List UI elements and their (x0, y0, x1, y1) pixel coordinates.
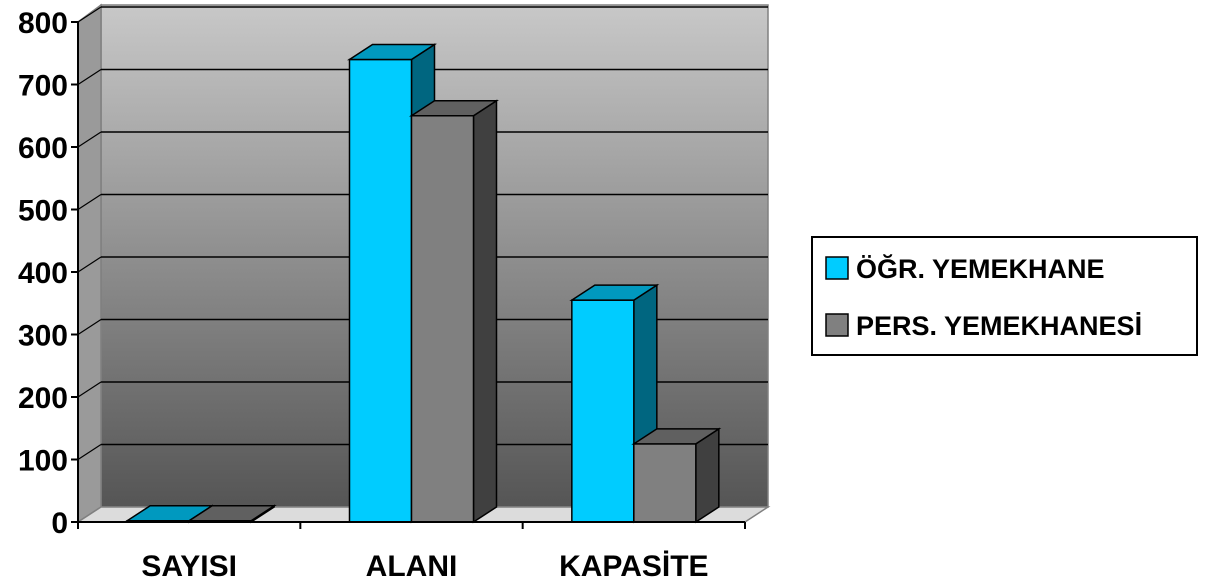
bar-front (571, 299, 635, 523)
legend: ÖĞR. YEMEKHANE PERS. YEMEKHANESİ (811, 236, 1198, 356)
x-tick-label: SAYISI (141, 550, 237, 583)
y-axis-ticks: 0 100 200 300 400 500 600 700 800 (18, 7, 78, 540)
y-tick-label: 300 (18, 320, 68, 353)
gridline-side (77, 381, 102, 398)
gridline-side (77, 318, 102, 336)
y-tick-label: 100 (18, 445, 68, 478)
bar-top (408, 100, 500, 117)
y-tick-label: 0 (51, 507, 68, 540)
y-tick-label: 500 (18, 195, 68, 228)
legend-box (811, 236, 1198, 356)
y-tick-label: 700 (18, 70, 68, 103)
gridline-side (77, 193, 102, 211)
bars (124, 43, 722, 524)
gridline-side (77, 68, 102, 86)
gridline-side (77, 131, 102, 148)
legend-swatch-ogr-yemekhane (825, 256, 849, 280)
gridline-side (77, 256, 102, 273)
y-tick-label: 400 (18, 257, 68, 290)
bar-front (633, 443, 697, 523)
bar-front (410, 115, 475, 523)
x-tick-label: KAPASİTE (559, 550, 708, 583)
y-tick-label: 600 (18, 132, 68, 165)
bar-top (569, 284, 660, 301)
bar (186, 504, 277, 524)
x-tick-label: ALANI (366, 550, 458, 583)
bar-top (186, 505, 277, 522)
bar-side (472, 99, 498, 524)
bar (631, 427, 722, 524)
bar-top (346, 43, 438, 61)
legend-label-ogr-yemekhane: ÖĞR. YEMEKHANE (856, 253, 1105, 284)
bar-front (348, 58, 413, 523)
legend-swatch-pers-yemekhanesi (825, 313, 849, 337)
legend-label-pers-yemekhanesi: PERS. YEMEKHANESİ (856, 311, 1142, 341)
bar-side (695, 427, 720, 524)
y-tick-label: 800 (18, 7, 68, 40)
gridline-side (77, 6, 102, 23)
x-axis-ticks: SAYISI ALANI KAPASİTE (77, 522, 746, 583)
bar (408, 99, 500, 524)
y-tick-label: 200 (18, 382, 68, 415)
gridline-side (77, 443, 102, 461)
bar-top (631, 428, 722, 445)
